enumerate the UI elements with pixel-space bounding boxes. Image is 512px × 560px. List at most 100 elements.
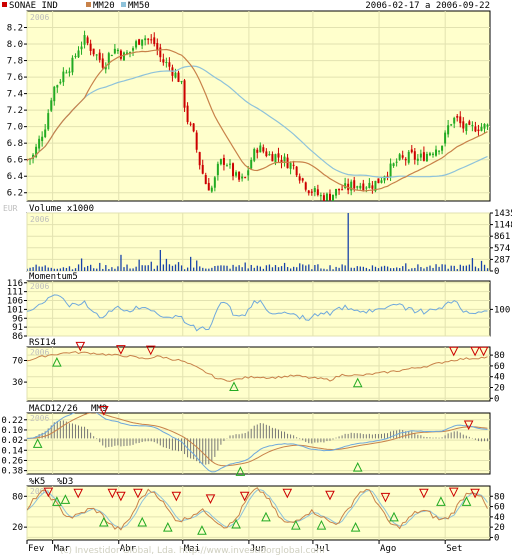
volume-bar bbox=[214, 266, 216, 271]
momentum-line bbox=[27, 294, 488, 332]
candle-body bbox=[232, 163, 235, 177]
candle-body bbox=[280, 159, 283, 163]
rsi-buy-marker bbox=[352, 377, 363, 388]
volume-bar bbox=[262, 268, 265, 271]
candle-body bbox=[274, 154, 277, 164]
volume-bar bbox=[408, 269, 410, 271]
candle-body bbox=[238, 171, 241, 180]
macd-buy-marker bbox=[32, 438, 43, 448]
momentum-y-tick-label: 96 bbox=[12, 314, 23, 324]
candle-body bbox=[271, 154, 274, 162]
candle-body bbox=[310, 191, 313, 193]
volume-bar bbox=[426, 266, 428, 271]
candle-body bbox=[156, 43, 159, 50]
candle-body bbox=[265, 151, 268, 157]
volume-bar bbox=[241, 267, 243, 271]
volume-bar bbox=[129, 268, 131, 271]
candle-body bbox=[32, 154, 35, 159]
stochastic-buy-marker bbox=[197, 525, 207, 535]
momentum-y-tick-label: 91 bbox=[12, 323, 23, 333]
stochastic-y-tick-label: 20 bbox=[494, 523, 505, 533]
candle-body bbox=[195, 132, 198, 150]
volume-bar bbox=[459, 264, 461, 271]
stochastic-d-line bbox=[27, 489, 488, 530]
stochastic-sell-marker bbox=[205, 494, 216, 504]
volume-bar bbox=[414, 267, 416, 271]
volume-bar bbox=[108, 269, 110, 271]
rsi-y-tick-label: 60 bbox=[494, 362, 505, 372]
stochastic-buy-marker bbox=[291, 519, 301, 530]
volume-bar bbox=[444, 264, 446, 271]
candle-body bbox=[262, 147, 265, 152]
volume-plot bbox=[27, 213, 489, 271]
volume-bar bbox=[150, 261, 152, 271]
volume-bar bbox=[353, 267, 355, 271]
candle-body bbox=[483, 123, 486, 129]
volume-bar bbox=[208, 268, 210, 271]
price-y-tick-label: 8.2 bbox=[7, 24, 23, 34]
stochastic-d-title: %D3 bbox=[57, 477, 73, 487]
volume-bar bbox=[280, 266, 283, 271]
volume-y-tick-label: 1435 bbox=[494, 209, 512, 219]
year-watermark: 2006 bbox=[30, 13, 49, 22]
stochastic-y-tick-label: 80 bbox=[494, 492, 505, 502]
volume-bar bbox=[147, 265, 149, 271]
volume-bar bbox=[359, 266, 361, 271]
candle-body bbox=[192, 123, 195, 132]
rsi-sell-marker bbox=[116, 345, 126, 355]
momentum-y-tick-label: 101 bbox=[7, 305, 23, 315]
macd-signal-title: MM9 bbox=[91, 404, 107, 414]
volume-bar bbox=[441, 264, 443, 271]
rsi-y-tick-label: 80 bbox=[494, 351, 505, 361]
candle-body bbox=[153, 37, 156, 45]
volume-bar bbox=[159, 249, 162, 271]
year-watermark: 2006 bbox=[30, 487, 49, 496]
macd-line bbox=[27, 413, 488, 473]
volume-bar bbox=[483, 264, 486, 271]
volume-bar bbox=[468, 264, 471, 271]
volume-bar bbox=[41, 266, 43, 271]
candle-body bbox=[86, 37, 89, 44]
volume-bar bbox=[402, 266, 404, 271]
year-watermark: 2006 bbox=[30, 215, 49, 224]
volume-bar bbox=[462, 265, 464, 271]
volume-bar bbox=[29, 267, 31, 271]
volume-bar bbox=[447, 268, 449, 271]
volume-bar bbox=[93, 268, 95, 271]
volume-bar bbox=[235, 266, 237, 271]
volume-title: Volume x1000 bbox=[29, 204, 94, 214]
volume-bar bbox=[305, 265, 307, 271]
volume-bar bbox=[223, 265, 225, 271]
volume-bar bbox=[177, 262, 180, 271]
volume-bar bbox=[396, 267, 398, 271]
momentum-y-tick-label: 111 bbox=[7, 288, 23, 298]
volume-bar bbox=[326, 269, 328, 271]
x-tick-label: Mai bbox=[184, 544, 200, 554]
volume-bar bbox=[156, 265, 158, 271]
price-y-tick-label: 6.6 bbox=[7, 156, 23, 166]
volume-bar bbox=[217, 265, 219, 271]
volume-bar bbox=[56, 268, 58, 271]
volume-bar bbox=[268, 264, 271, 271]
volume-bar bbox=[53, 268, 55, 271]
stochastic-sell-marker bbox=[171, 491, 182, 502]
volume-bar bbox=[474, 266, 477, 271]
stochastic-sell-marker bbox=[282, 488, 293, 499]
volume-bar bbox=[183, 269, 186, 271]
rsi-title: RSI14 bbox=[29, 338, 56, 348]
candle-body bbox=[465, 123, 468, 131]
volume-bar bbox=[65, 267, 68, 271]
stochastic-sell-marker bbox=[107, 488, 118, 499]
volume-bar bbox=[220, 265, 222, 271]
candle-body bbox=[50, 100, 53, 111]
chart-marks: Fev Mar Abr Mai Jun Jul Ago Set 6.2 6.4 6.6 6.8 7.0 7… bbox=[0, 11, 512, 554]
x-tick-label: Jul bbox=[314, 544, 330, 554]
volume-bar bbox=[120, 254, 122, 271]
ma20-label: MM20 bbox=[93, 1, 115, 11]
candle-body bbox=[353, 180, 356, 189]
candle-body bbox=[162, 59, 165, 63]
candle-body bbox=[383, 176, 386, 181]
candle-body bbox=[301, 178, 304, 181]
volume-bar bbox=[90, 264, 92, 271]
